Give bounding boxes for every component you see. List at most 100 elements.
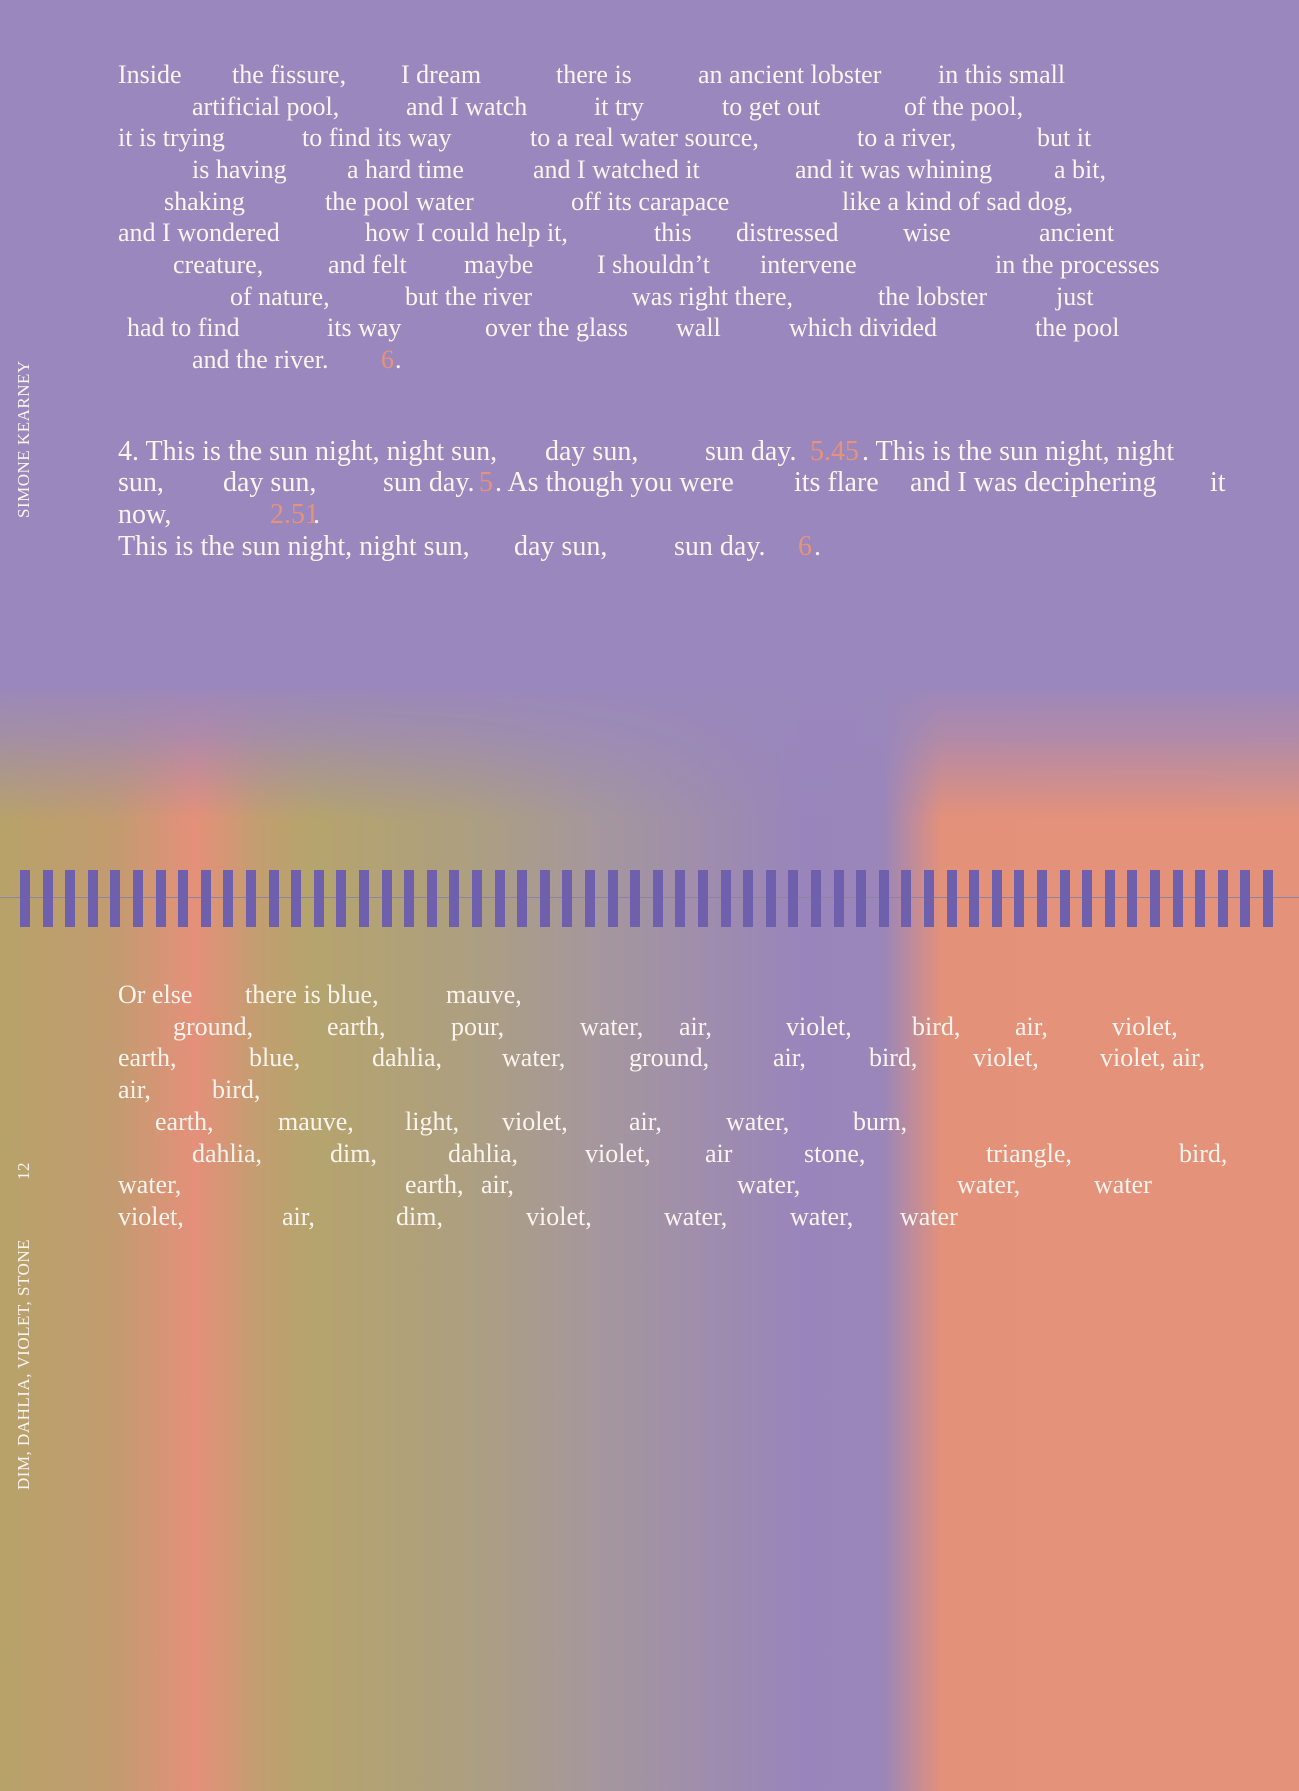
phrase: creature, (173, 250, 264, 279)
phrase: distressed (736, 218, 839, 247)
phrase: day sun, (223, 467, 317, 498)
phrase: water, (664, 1202, 728, 1231)
phrase: light, (405, 1107, 460, 1136)
phrase: off its carapace (571, 187, 730, 216)
bar (991, 870, 1002, 927)
note-number: 5 (479, 467, 493, 498)
phrase: which divided (789, 313, 938, 342)
phrase: violet, (1112, 1012, 1178, 1041)
phrase: and I was deciphering (910, 467, 1157, 498)
bar (969, 870, 980, 927)
phrase: Or else (118, 980, 193, 1009)
phrase: dahlia, (448, 1139, 519, 1168)
phrase: day sun, (514, 531, 608, 562)
bar (404, 870, 415, 927)
phrase: bird, (1179, 1139, 1228, 1168)
phrase: violet, (973, 1043, 1039, 1072)
bar (42, 870, 53, 927)
phrase: triangle, (986, 1139, 1072, 1168)
phrase: . (313, 499, 320, 530)
bar (381, 870, 392, 927)
phrase: its flare (794, 467, 879, 498)
bar (336, 870, 347, 927)
bar (607, 870, 618, 927)
phrase: violet, (118, 1202, 184, 1231)
phrase: had to find (127, 313, 240, 342)
phrase: This is the sun night, night sun, (118, 531, 470, 562)
bar (743, 870, 754, 927)
bar (878, 870, 889, 927)
bar (472, 870, 482, 927)
phrase: air, (773, 1043, 806, 1072)
phrase: was right there, (632, 282, 794, 311)
phrase: to find its way (302, 123, 452, 152)
phrase: there is blue, (245, 980, 379, 1009)
phrase: air, (118, 1075, 151, 1104)
bar (359, 870, 369, 927)
phrase: . This is the sun night, night (862, 436, 1175, 467)
phrase: just (1056, 282, 1094, 311)
bar (562, 870, 573, 927)
phrase: and I watched it (533, 155, 700, 184)
bar (223, 870, 234, 927)
bar (924, 870, 934, 927)
phrase: like a kind of sad dog, (842, 187, 1074, 216)
note-number: 6 (798, 531, 812, 562)
phrase: water, (118, 1170, 182, 1199)
phrase: how I could help it, (365, 218, 568, 247)
phrase: sun day. (705, 436, 797, 467)
phrase: Inside (118, 60, 182, 89)
phrase: air, (282, 1202, 315, 1231)
bar (313, 870, 324, 927)
phrase: but it (1037, 123, 1092, 152)
bar (133, 870, 143, 927)
bar (720, 870, 731, 927)
phrase: but the river (405, 282, 533, 311)
phrase: . (814, 531, 821, 562)
bar (630, 870, 641, 927)
phrase: to a river, (857, 123, 957, 152)
phrase: violet, (502, 1107, 568, 1136)
bar (200, 870, 211, 927)
author: SIMONE KEARNEY (14, 360, 33, 518)
phrase: dim, (396, 1202, 443, 1231)
phrase: to a real water source, (530, 123, 759, 152)
phrase: I dream (401, 60, 482, 89)
bar (246, 870, 256, 927)
bar (426, 870, 437, 927)
gradient-fade (0, 680, 1299, 820)
phrase: shaking (164, 187, 245, 216)
phrase: dim, (330, 1139, 377, 1168)
phrase: dahlia, (192, 1139, 263, 1168)
phrase: . As though you were (495, 467, 734, 498)
phrase: mauve, (446, 980, 522, 1009)
bar (788, 870, 799, 927)
phrase: the pool water (325, 187, 474, 216)
bar (765, 870, 776, 927)
phrase: violet, (786, 1012, 852, 1041)
phrase: air, (629, 1107, 662, 1136)
phrase: intervene (760, 250, 857, 279)
phrase: I shouldn’t (597, 250, 710, 279)
phrase: and the river. (192, 345, 329, 374)
phrase: over the glass (485, 313, 628, 342)
bar (585, 870, 595, 927)
phrase: water, (502, 1043, 566, 1072)
phrase: pour, (451, 1012, 505, 1041)
bar (178, 870, 189, 927)
phrase: there is (556, 60, 632, 89)
phrase: 4. This is the sun night, night sun, (118, 436, 498, 467)
bar (675, 870, 686, 927)
phrase: the lobster (878, 282, 988, 311)
phrase: and I watch (406, 92, 528, 121)
bar (1195, 870, 1206, 927)
phrase: air, (481, 1170, 514, 1199)
phrase: is having (192, 155, 287, 184)
phrase: it is trying (118, 123, 225, 152)
phrase: wall (676, 313, 721, 342)
phrase: a bit, (1054, 155, 1106, 184)
phrase: ground, (629, 1043, 710, 1072)
note-number: 6 (381, 345, 394, 374)
bar (1240, 870, 1251, 927)
